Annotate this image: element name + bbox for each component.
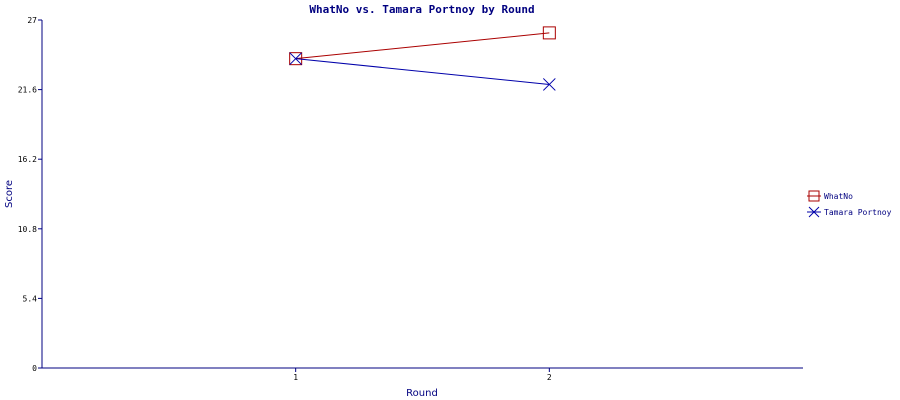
series-group	[289, 26, 556, 91]
y-tick-label: 0	[32, 364, 37, 373]
series-line-whatno	[295, 32, 550, 60]
y-tick-label: 27	[27, 16, 37, 25]
data-point-tamara-portnoy-2	[542, 78, 556, 91]
legend-marker-tamara-portnoy	[808, 206, 820, 218]
plot-area	[41, 20, 803, 369]
legend-marker-stroke-b	[808, 206, 820, 218]
data-point-whatno-2	[542, 26, 556, 40]
legend-marker-whatno	[808, 190, 820, 202]
data-point-whatno-1	[289, 52, 303, 66]
y-axis-ticks: 0 5.4 10.8 16.2 21.6 27	[18, 16, 42, 373]
y-tick-label: 16.2	[18, 155, 37, 164]
legend: WhatNo Tamara Portnoy	[807, 190, 892, 218]
x-tick-label: 1	[293, 373, 298, 382]
y-axis-label: Score	[4, 180, 15, 208]
y-tick-label: 5.4	[23, 294, 38, 303]
series-line-tamara-portnoy	[295, 58, 550, 85]
x-tick-label: 2	[547, 373, 552, 382]
y-tick-label: 10.8	[18, 225, 37, 234]
data-point-tamara-portnoy-1-stroke-b	[289, 52, 303, 66]
data-point-tamara-portnoy-2-stroke-b	[542, 78, 556, 91]
chart-title: WhatNo vs. Tamara Portnoy by Round	[309, 3, 534, 16]
x-axis-label: Round	[406, 388, 438, 399]
legend-label-whatno: WhatNo	[824, 192, 853, 201]
y-tick-label: 21.6	[18, 86, 37, 95]
legend-label-tamara-portnoy: Tamara Portnoy	[824, 208, 892, 217]
data-point-tamara-portnoy-1	[289, 52, 303, 66]
